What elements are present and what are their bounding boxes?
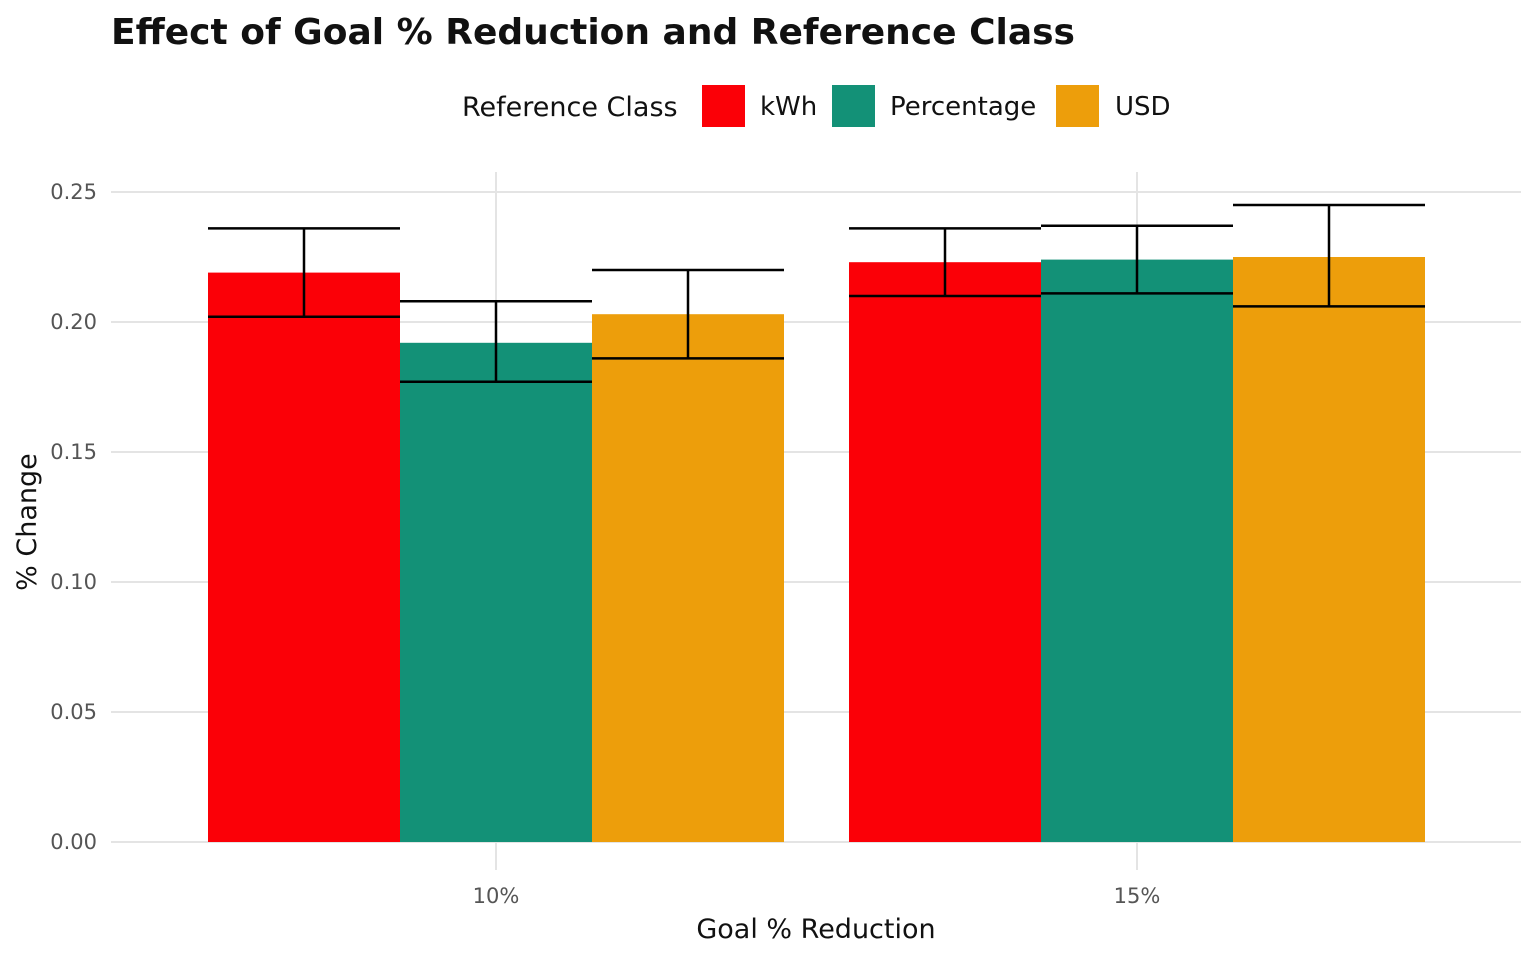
bar-percentage-1 <box>1041 259 1233 843</box>
legend-label-usd: USD <box>1115 92 1171 122</box>
legend-label-kwh: kWh <box>760 92 817 122</box>
chart-title: Effect of Goal % Reduction and Reference… <box>111 12 1075 53</box>
x-tick-label-0: 10% <box>473 884 520 908</box>
legend: Reference Class kWh Percentage USD <box>462 85 1171 127</box>
y-tick-label-0: 0.00 <box>50 830 97 854</box>
x-axis-ticks: 10% 15% <box>473 884 1161 908</box>
bar-kwh-0 <box>208 272 400 843</box>
error-bar-usd-1 <box>1233 203 1425 308</box>
bar-kwh-1 <box>849 262 1041 842</box>
legend-key-usd <box>1056 85 1099 127</box>
y-tick-label-2: 0.10 <box>50 570 97 594</box>
error-bar-usd-0 <box>592 268 784 360</box>
y-tick-label-4: 0.20 <box>50 310 97 334</box>
legend-title: Reference Class <box>462 92 678 123</box>
y-axis-title: % Change <box>12 453 43 591</box>
error-bars <box>208 203 1425 384</box>
error-bar-percentage-1 <box>1041 224 1233 295</box>
bar-percentage-0 <box>400 342 592 842</box>
error-bar-kwh-0 <box>208 227 400 319</box>
bars <box>208 257 1425 843</box>
bar-usd-0 <box>592 314 784 842</box>
error-bar-kwh-1 <box>849 227 1041 298</box>
y-axis-ticks: 0.00 0.05 0.10 0.15 0.20 0.25 <box>50 180 97 854</box>
y-tick-label-1: 0.05 <box>50 700 97 724</box>
x-axis-title: Goal % Reduction <box>696 914 935 945</box>
y-tick-label-3: 0.15 <box>50 440 97 464</box>
legend-label-percentage: Percentage <box>890 92 1036 122</box>
y-tick-label-5: 0.25 <box>50 180 97 204</box>
x-tick-label-1: 15% <box>1114 884 1161 908</box>
error-bar-percentage-0 <box>400 299 592 384</box>
legend-key-kwh <box>702 85 745 127</box>
bar-usd-1 <box>1233 257 1425 842</box>
legend-key-percentage <box>832 85 875 127</box>
